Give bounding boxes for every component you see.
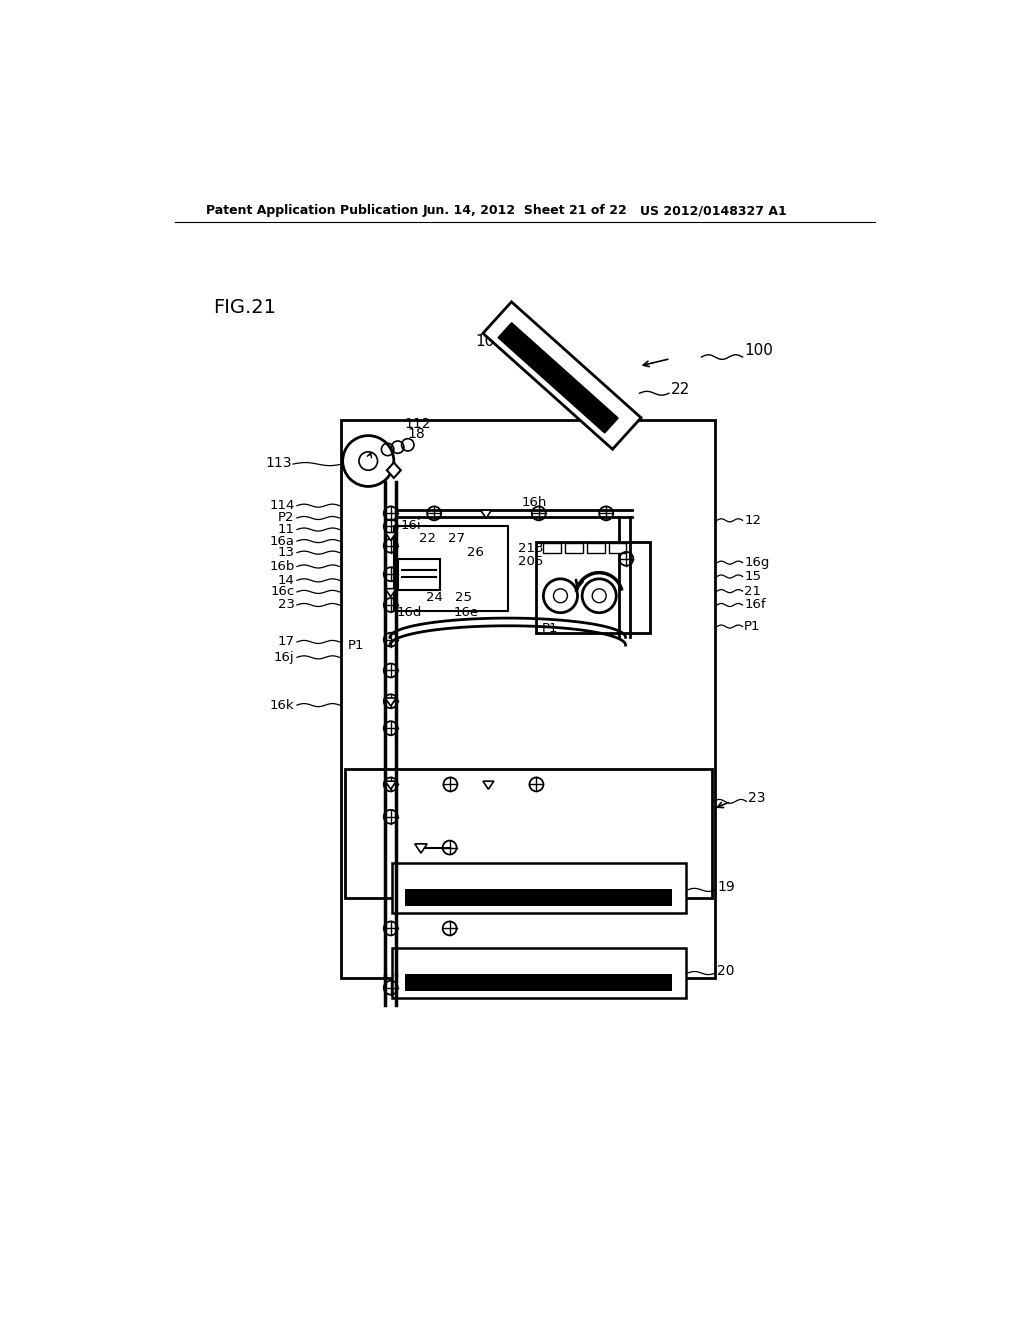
Text: 16c: 16c (270, 585, 295, 598)
FancyBboxPatch shape (608, 544, 627, 553)
FancyBboxPatch shape (587, 544, 604, 553)
Text: P1: P1 (542, 622, 558, 635)
FancyBboxPatch shape (341, 420, 716, 978)
Text: 26: 26 (467, 546, 483, 560)
Polygon shape (385, 532, 396, 541)
Text: 22: 22 (671, 381, 690, 397)
Text: 24: 24 (426, 591, 442, 603)
Text: 16e: 16e (454, 606, 478, 619)
Text: 23: 23 (748, 791, 766, 804)
Polygon shape (387, 462, 400, 478)
Text: 16h: 16h (521, 496, 547, 510)
Text: 100: 100 (744, 343, 773, 359)
FancyBboxPatch shape (406, 974, 672, 991)
FancyBboxPatch shape (391, 948, 686, 998)
Polygon shape (385, 781, 396, 789)
Text: 114: 114 (269, 499, 295, 512)
Text: P1: P1 (348, 639, 365, 652)
Text: 25: 25 (455, 591, 472, 603)
Text: 16b: 16b (269, 560, 295, 573)
FancyBboxPatch shape (397, 558, 440, 590)
Text: Jun. 14, 2012  Sheet 21 of 22: Jun. 14, 2012 Sheet 21 of 22 (423, 205, 628, 218)
FancyBboxPatch shape (565, 544, 583, 553)
FancyBboxPatch shape (406, 890, 672, 906)
Text: 213: 213 (518, 541, 544, 554)
FancyBboxPatch shape (391, 863, 686, 913)
Text: 16a: 16a (269, 535, 295, 548)
Text: 20: 20 (717, 964, 734, 978)
Text: 16i: 16i (400, 519, 422, 532)
Text: Patent Application Publication: Patent Application Publication (206, 205, 418, 218)
FancyBboxPatch shape (537, 543, 649, 634)
Polygon shape (480, 510, 492, 519)
FancyBboxPatch shape (345, 770, 712, 898)
Text: 12: 12 (744, 513, 761, 527)
Text: 112: 112 (404, 417, 431, 432)
Text: 27: 27 (449, 532, 465, 545)
Text: FIG.21: FIG.21 (213, 297, 276, 317)
Text: 23: 23 (278, 598, 295, 611)
Text: 21: 21 (744, 585, 761, 598)
Text: 10: 10 (475, 334, 495, 350)
Text: 16g: 16g (744, 556, 769, 569)
Polygon shape (385, 698, 396, 706)
Text: 14: 14 (278, 574, 295, 587)
Polygon shape (483, 302, 641, 449)
Text: 16f: 16f (744, 598, 766, 611)
Text: P2: P2 (279, 511, 295, 524)
Polygon shape (385, 589, 396, 597)
Text: 19: 19 (717, 880, 735, 894)
Text: 18: 18 (407, 428, 425, 441)
Text: 22: 22 (420, 532, 436, 545)
Polygon shape (498, 323, 618, 433)
Text: 15: 15 (744, 570, 761, 583)
Text: 113: 113 (266, 455, 292, 470)
FancyBboxPatch shape (544, 544, 561, 553)
Polygon shape (415, 843, 427, 853)
Text: 13: 13 (278, 546, 295, 560)
Text: 16k: 16k (270, 698, 295, 711)
Text: US 2012/0148327 A1: US 2012/0148327 A1 (640, 205, 786, 218)
Text: 205: 205 (518, 556, 543, 569)
Text: 11: 11 (278, 523, 295, 536)
Text: 16d: 16d (397, 606, 422, 619)
Text: P1: P1 (744, 620, 761, 634)
Text: 17: 17 (278, 635, 295, 648)
Polygon shape (483, 781, 494, 789)
Text: 16j: 16j (274, 651, 295, 664)
FancyBboxPatch shape (394, 525, 508, 611)
